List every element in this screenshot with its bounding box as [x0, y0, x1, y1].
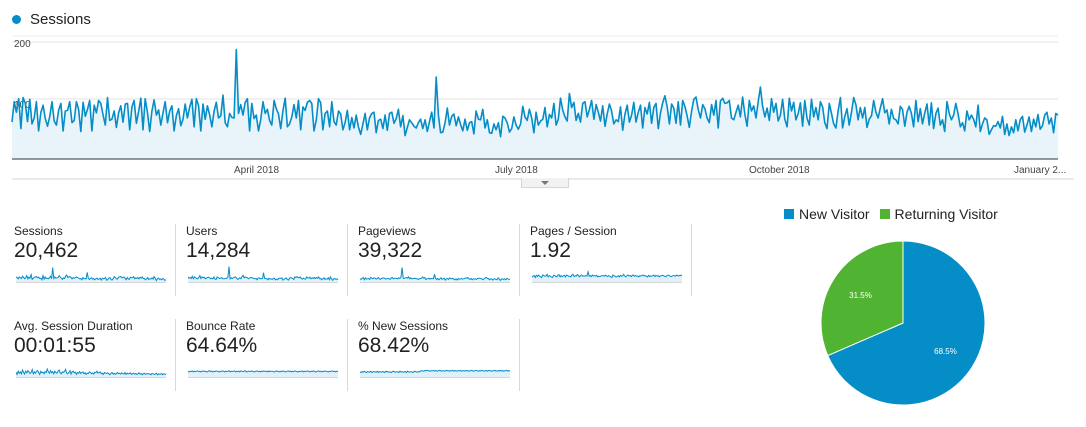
sparkline-area: [16, 267, 166, 282]
pie-legend: New Visitor Returning Visitor: [784, 206, 1008, 222]
metric-avg-session-duration[interactable]: Avg. Session Duration 00:01:55: [14, 319, 174, 391]
metric-divider: [175, 319, 176, 391]
metric-new-sessions[interactable]: % New Sessions 68.42%: [358, 319, 518, 391]
metric-value: 1.92: [530, 239, 571, 262]
metric-label: Sessions: [14, 224, 63, 238]
new-visitor-swatch: [784, 209, 794, 219]
x-tick-january: January 2...: [1014, 165, 1066, 176]
metric-value: 68.42%: [358, 334, 430, 357]
sparkline-line: [188, 266, 339, 282]
metric-divider: [519, 224, 520, 296]
avg-session-duration-sparkline: [16, 367, 167, 378]
pie-slice-new-visitor[interactable]: [827, 240, 986, 406]
metric-value: 39,322: [358, 239, 423, 262]
metric-bounce-rate[interactable]: Bounce Rate 64.64%: [186, 319, 346, 391]
legend-label: Returning Visitor: [894, 206, 998, 222]
sessions-legend-dot: [12, 15, 21, 24]
sparkline-area: [532, 271, 682, 282]
chart-collapse-toggle[interactable]: [521, 178, 569, 188]
sparkline-line: [188, 369, 339, 373]
metric-label: % New Sessions: [358, 319, 449, 333]
metric-divider: [519, 319, 520, 391]
metric-divider: [691, 224, 692, 296]
pages-per-session-sparkline: [532, 269, 683, 283]
metric-pages-per-session[interactable]: Pages / Session 1.92: [530, 224, 690, 296]
sparkline-line: [360, 267, 511, 282]
metric-divider: [347, 224, 348, 296]
sessions-line-chart[interactable]: 200 100 April 2018 July 2018 October 201…: [0, 34, 1086, 184]
metric-value: 14,284: [186, 239, 251, 262]
users-sparkline: [188, 266, 339, 283]
metric-divider: [175, 224, 176, 296]
chart-legend[interactable]: Sessions: [12, 11, 91, 28]
metric-sessions[interactable]: Sessions 20,462: [14, 224, 174, 296]
metric-value: 00:01:55: [14, 334, 96, 357]
new-sessions-sparkline: [360, 369, 511, 378]
metric-label: Users: [186, 224, 218, 238]
visitor-type-pie-chart[interactable]: 68.5% 31.5%: [818, 240, 988, 410]
metric-divider: [347, 319, 348, 391]
y-tick-200: 200: [14, 39, 31, 50]
legend-item-new-visitor[interactable]: New Visitor: [784, 206, 870, 222]
pie-slice-returning-visitor[interactable]: [820, 240, 904, 357]
sessions-line[interactable]: [11, 48, 1059, 138]
sessions-legend-label: Sessions: [30, 11, 91, 28]
metric-label: Pageviews: [358, 224, 417, 238]
x-tick-april: April 2018: [234, 165, 279, 176]
metric-label: Avg. Session Duration: [14, 319, 133, 333]
returning-visitor-swatch: [879, 209, 890, 219]
x-tick-july: July 2018: [495, 165, 538, 176]
pie-label-returning-visitor: 31.5%: [849, 291, 872, 300]
metric-users[interactable]: Users 14,284: [186, 224, 346, 296]
legend-item-returning-visitor[interactable]: Returning Visitor: [879, 206, 998, 222]
sparkline-line: [532, 269, 683, 279]
chevron-down-icon: [541, 180, 549, 185]
sparkline-area: [188, 370, 338, 377]
sparkline-line: [16, 267, 167, 282]
legend-label: New Visitor: [799, 206, 870, 222]
metric-label: Bounce Rate: [186, 319, 256, 333]
sparkline-line: [360, 369, 511, 374]
bounce-rate-sparkline: [188, 369, 339, 378]
sparkline-area: [16, 369, 166, 377]
sparkline-line: [16, 367, 167, 376]
sparkline-area: [360, 267, 510, 282]
sessions-area: [12, 49, 1058, 159]
sessions-sparkline: [16, 267, 167, 283]
pie-label-new-visitor: 68.5%: [934, 347, 957, 356]
metric-value: 64.64%: [186, 334, 258, 357]
pageviews-sparkline: [360, 267, 511, 283]
metric-label: Pages / Session: [530, 224, 617, 238]
x-tick-october: October 2018: [749, 165, 810, 176]
metric-value: 20,462: [14, 239, 79, 262]
metric-pageviews[interactable]: Pageviews 39,322: [358, 224, 518, 296]
